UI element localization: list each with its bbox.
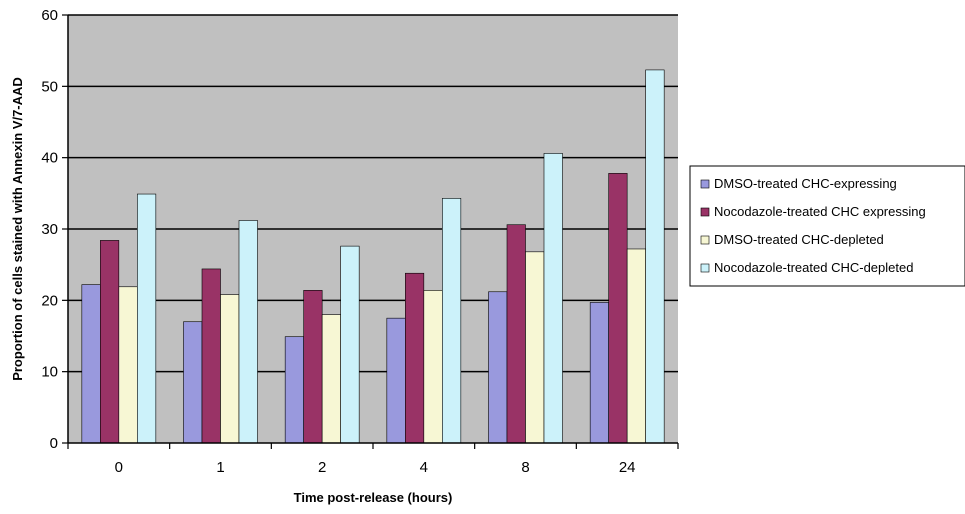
x-axis-title: Time post-release (hours) [294, 490, 453, 505]
bar [442, 198, 462, 444]
bar [81, 284, 101, 444]
bar [525, 251, 545, 444]
legend-label: DMSO-treated CHC-expressing [714, 176, 897, 191]
x-tick-label: 0 [115, 459, 123, 476]
legend-swatch [700, 235, 710, 245]
y-tick-label: 50 [41, 78, 58, 95]
x-tick-label: 4 [420, 459, 428, 476]
bar [589, 302, 609, 444]
legend-label: DMSO-treated CHC-depleted [714, 232, 884, 247]
bar [423, 290, 443, 444]
legend: DMSO-treated CHC-expressing Nocodazole-tr… [689, 165, 965, 287]
bar [183, 321, 203, 444]
y-tick-label: 40 [41, 150, 58, 167]
bar [543, 153, 563, 444]
bar [118, 286, 138, 444]
legend-box [689, 165, 965, 287]
legend-swatch [700, 179, 710, 189]
x-tick-label: 2 [318, 459, 326, 476]
bar [340, 245, 360, 444]
bar [386, 317, 406, 444]
bar [220, 294, 240, 444]
gridlines [68, 14, 678, 373]
legend-label: Nocodazole-treated CHC expressing [714, 204, 926, 219]
bar [645, 69, 665, 444]
bar [506, 224, 526, 444]
bar [626, 248, 646, 444]
y-tick-label: 10 [41, 364, 58, 381]
x-tick-label: 8 [521, 459, 529, 476]
legend-items: DMSO-treated CHC-expressing Nocodazole-tr… [700, 176, 926, 275]
x-tick-label: 24 [619, 459, 636, 476]
bars [81, 69, 665, 444]
bar [488, 291, 508, 444]
bar [137, 193, 157, 444]
bar [405, 272, 425, 444]
legend-swatch [700, 263, 710, 273]
bar [284, 336, 304, 444]
bar [100, 240, 120, 444]
y-tick-label: 20 [41, 292, 58, 309]
bar [321, 314, 341, 444]
bar [608, 173, 628, 444]
bar [201, 268, 221, 444]
legend-swatch [700, 207, 710, 217]
y-axis-title: Proportion of cells stained with Annexin… [10, 77, 25, 381]
legend-label: Nocodazole-treated CHC-depleted [714, 260, 913, 275]
y-tick-label: 60 [41, 7, 58, 24]
bar [303, 290, 323, 444]
x-tick-label: 1 [216, 459, 224, 476]
bar [238, 220, 258, 444]
y-tick-label: 30 [41, 221, 58, 238]
y-tick-label: 0 [50, 435, 58, 452]
